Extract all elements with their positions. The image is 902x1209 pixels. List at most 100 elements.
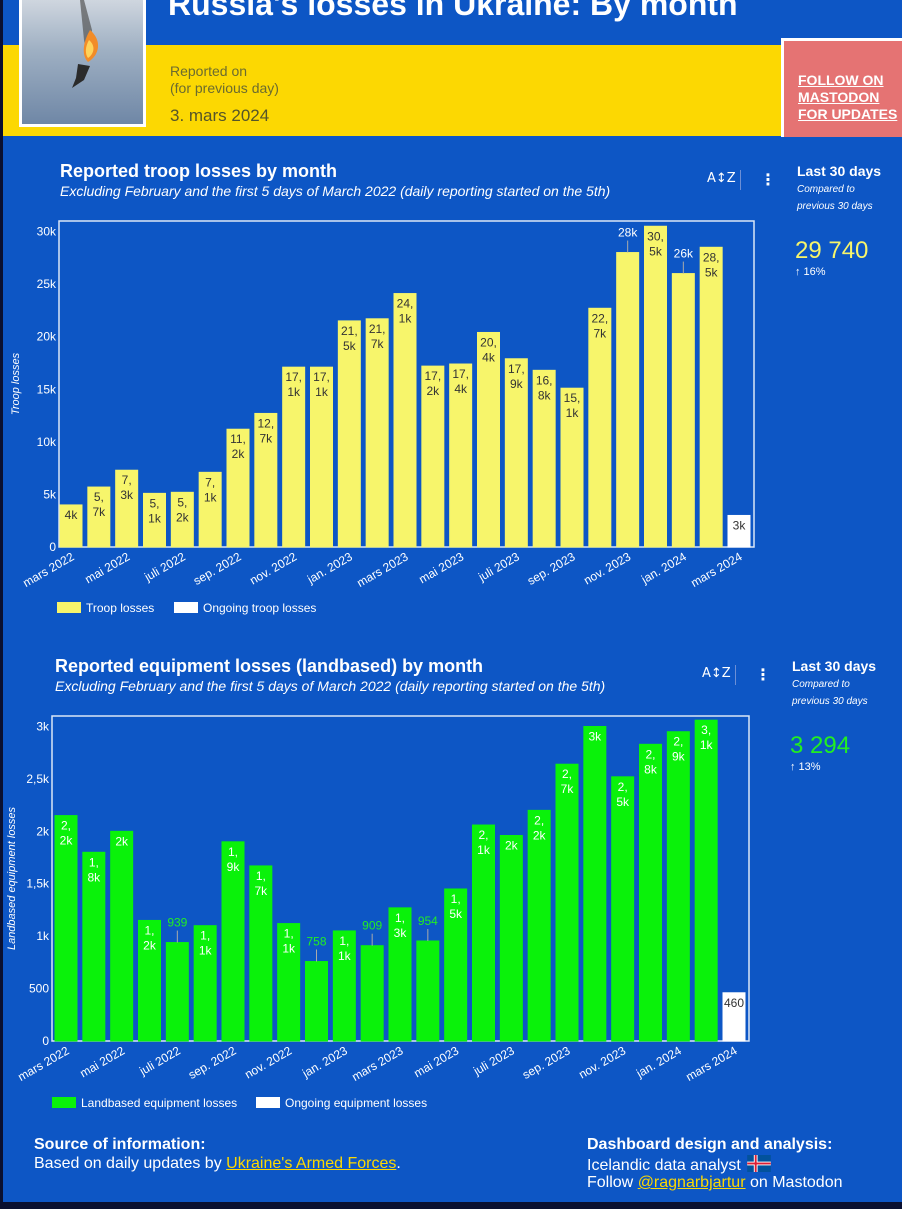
left-frame xyxy=(0,0,3,1209)
data-label: 28k xyxy=(618,226,638,240)
follow-mastodon-panel[interactable]: FOLLOW ON MASTODON FOR UPDATES xyxy=(781,38,902,137)
bar xyxy=(277,923,301,1042)
data-label: 17, xyxy=(508,362,525,376)
data-label: 7, xyxy=(205,475,215,489)
bar xyxy=(337,320,361,548)
bar xyxy=(332,930,356,1042)
bar xyxy=(527,809,551,1042)
bar xyxy=(472,824,495,1042)
data-label: 1k xyxy=(282,942,296,956)
data-label: 26k xyxy=(674,247,694,261)
x-tick-label: mars 2024 xyxy=(683,1043,739,1084)
iceland-flag-icon xyxy=(747,1155,771,1172)
source-prefix: Based on daily updates by xyxy=(34,1155,227,1172)
y-tick-label: 20k xyxy=(37,330,57,344)
ongoing-bar xyxy=(727,514,751,548)
data-label: 5, xyxy=(94,490,104,504)
y-tick-label: 25k xyxy=(37,277,57,291)
equipment-chart-subtitle: Excluding February and the first 5 days … xyxy=(55,678,606,694)
bar xyxy=(110,830,134,1042)
data-label: 8k xyxy=(644,762,658,776)
data-label: 21, xyxy=(341,324,358,338)
bar xyxy=(254,412,278,548)
reported-label: Reported on (for previous day) xyxy=(170,63,279,97)
y-axis-label: Landbased equipment losses xyxy=(6,806,18,950)
sort-az-icon[interactable]: A↕Z xyxy=(702,666,731,681)
data-label: 20, xyxy=(480,335,497,349)
legend-label: Troop losses xyxy=(86,601,154,615)
data-label: 1, xyxy=(256,869,266,883)
bar xyxy=(115,469,139,548)
data-label: 7k xyxy=(92,505,106,519)
data-label: 2k xyxy=(115,834,129,848)
data-label: 2k xyxy=(533,828,547,842)
y-axis-label: Troop losses xyxy=(10,352,22,415)
data-label: 12, xyxy=(257,416,274,430)
data-label: 1k xyxy=(199,944,213,958)
y-tick-label: 1,5k xyxy=(26,877,50,891)
source-suffix: . xyxy=(396,1155,401,1172)
data-label: 1, xyxy=(339,934,349,948)
legend-swatch xyxy=(52,1097,76,1108)
data-label: 4k xyxy=(482,350,496,364)
sort-az-icon[interactable]: A↕Z xyxy=(707,171,736,186)
data-label: 17, xyxy=(285,370,302,384)
data-label: 4k xyxy=(65,508,79,522)
data-label: 1k xyxy=(700,738,714,752)
data-label: 758 xyxy=(306,935,326,949)
y-tick-label: 15k xyxy=(37,382,57,396)
data-label: 2, xyxy=(61,819,71,833)
data-label: 2, xyxy=(562,767,572,781)
bar xyxy=(198,471,222,548)
bar xyxy=(416,940,440,1042)
data-label: 3k xyxy=(733,518,747,532)
bar xyxy=(249,865,273,1042)
legend-label: Ongoing troop losses xyxy=(203,601,316,615)
source-heading: Source of information: xyxy=(34,1136,206,1153)
equipment-kpi-compare-2: previous 30 days xyxy=(792,696,868,707)
legend-swatch xyxy=(57,602,81,613)
data-label: 1k xyxy=(399,312,413,326)
mastodon-handle-link[interactable]: @ragnarbjartur xyxy=(637,1174,746,1191)
x-tick-label: jan. 2024 xyxy=(633,1043,684,1080)
data-label: 7k xyxy=(259,431,273,445)
data-label: 3k xyxy=(394,926,408,940)
ongoing-bar xyxy=(722,992,746,1042)
bar xyxy=(583,725,607,1042)
data-label: 3, xyxy=(701,723,711,737)
bar xyxy=(226,428,250,548)
reported-label-line-2: (for previous day) xyxy=(170,80,279,96)
toolbar-separator xyxy=(740,170,741,190)
data-label: 15, xyxy=(564,391,581,405)
data-label: 2k xyxy=(426,384,440,398)
legend-label: Ongoing equipment losses xyxy=(285,1096,427,1110)
data-label: 2k xyxy=(232,447,246,461)
reported-label-line-1: Reported on xyxy=(170,63,248,79)
follow-mastodon-link[interactable]: FOLLOW ON MASTODON FOR UPDATES xyxy=(798,72,898,122)
bar xyxy=(59,504,83,548)
data-label: 1k xyxy=(477,843,491,857)
design-line: Icelandic data analyst xyxy=(587,1155,771,1175)
data-label: 1k xyxy=(315,385,329,399)
bar xyxy=(310,366,333,548)
bar xyxy=(639,743,662,1042)
source-link[interactable]: Ukraine's Armed Forces xyxy=(226,1155,397,1172)
data-label: 460 xyxy=(724,996,744,1010)
legend-swatch xyxy=(174,602,198,613)
bar xyxy=(444,888,468,1042)
data-label: 1k xyxy=(338,949,352,963)
data-label: 1, xyxy=(89,855,99,869)
bar xyxy=(165,942,189,1042)
design-text: Icelandic data analyst xyxy=(587,1157,741,1174)
data-label: 9k xyxy=(672,750,686,764)
bar xyxy=(694,719,718,1042)
data-label: 2k xyxy=(176,510,190,524)
more-vertical-icon[interactable]: ⋮ xyxy=(755,665,771,684)
data-label: 2, xyxy=(673,735,683,749)
data-label: 2, xyxy=(645,747,655,761)
bar xyxy=(305,961,328,1042)
x-tick-label: jan. 2023 xyxy=(299,1043,350,1080)
bar xyxy=(449,363,473,548)
more-vertical-icon[interactable]: ⋮ xyxy=(760,170,776,189)
